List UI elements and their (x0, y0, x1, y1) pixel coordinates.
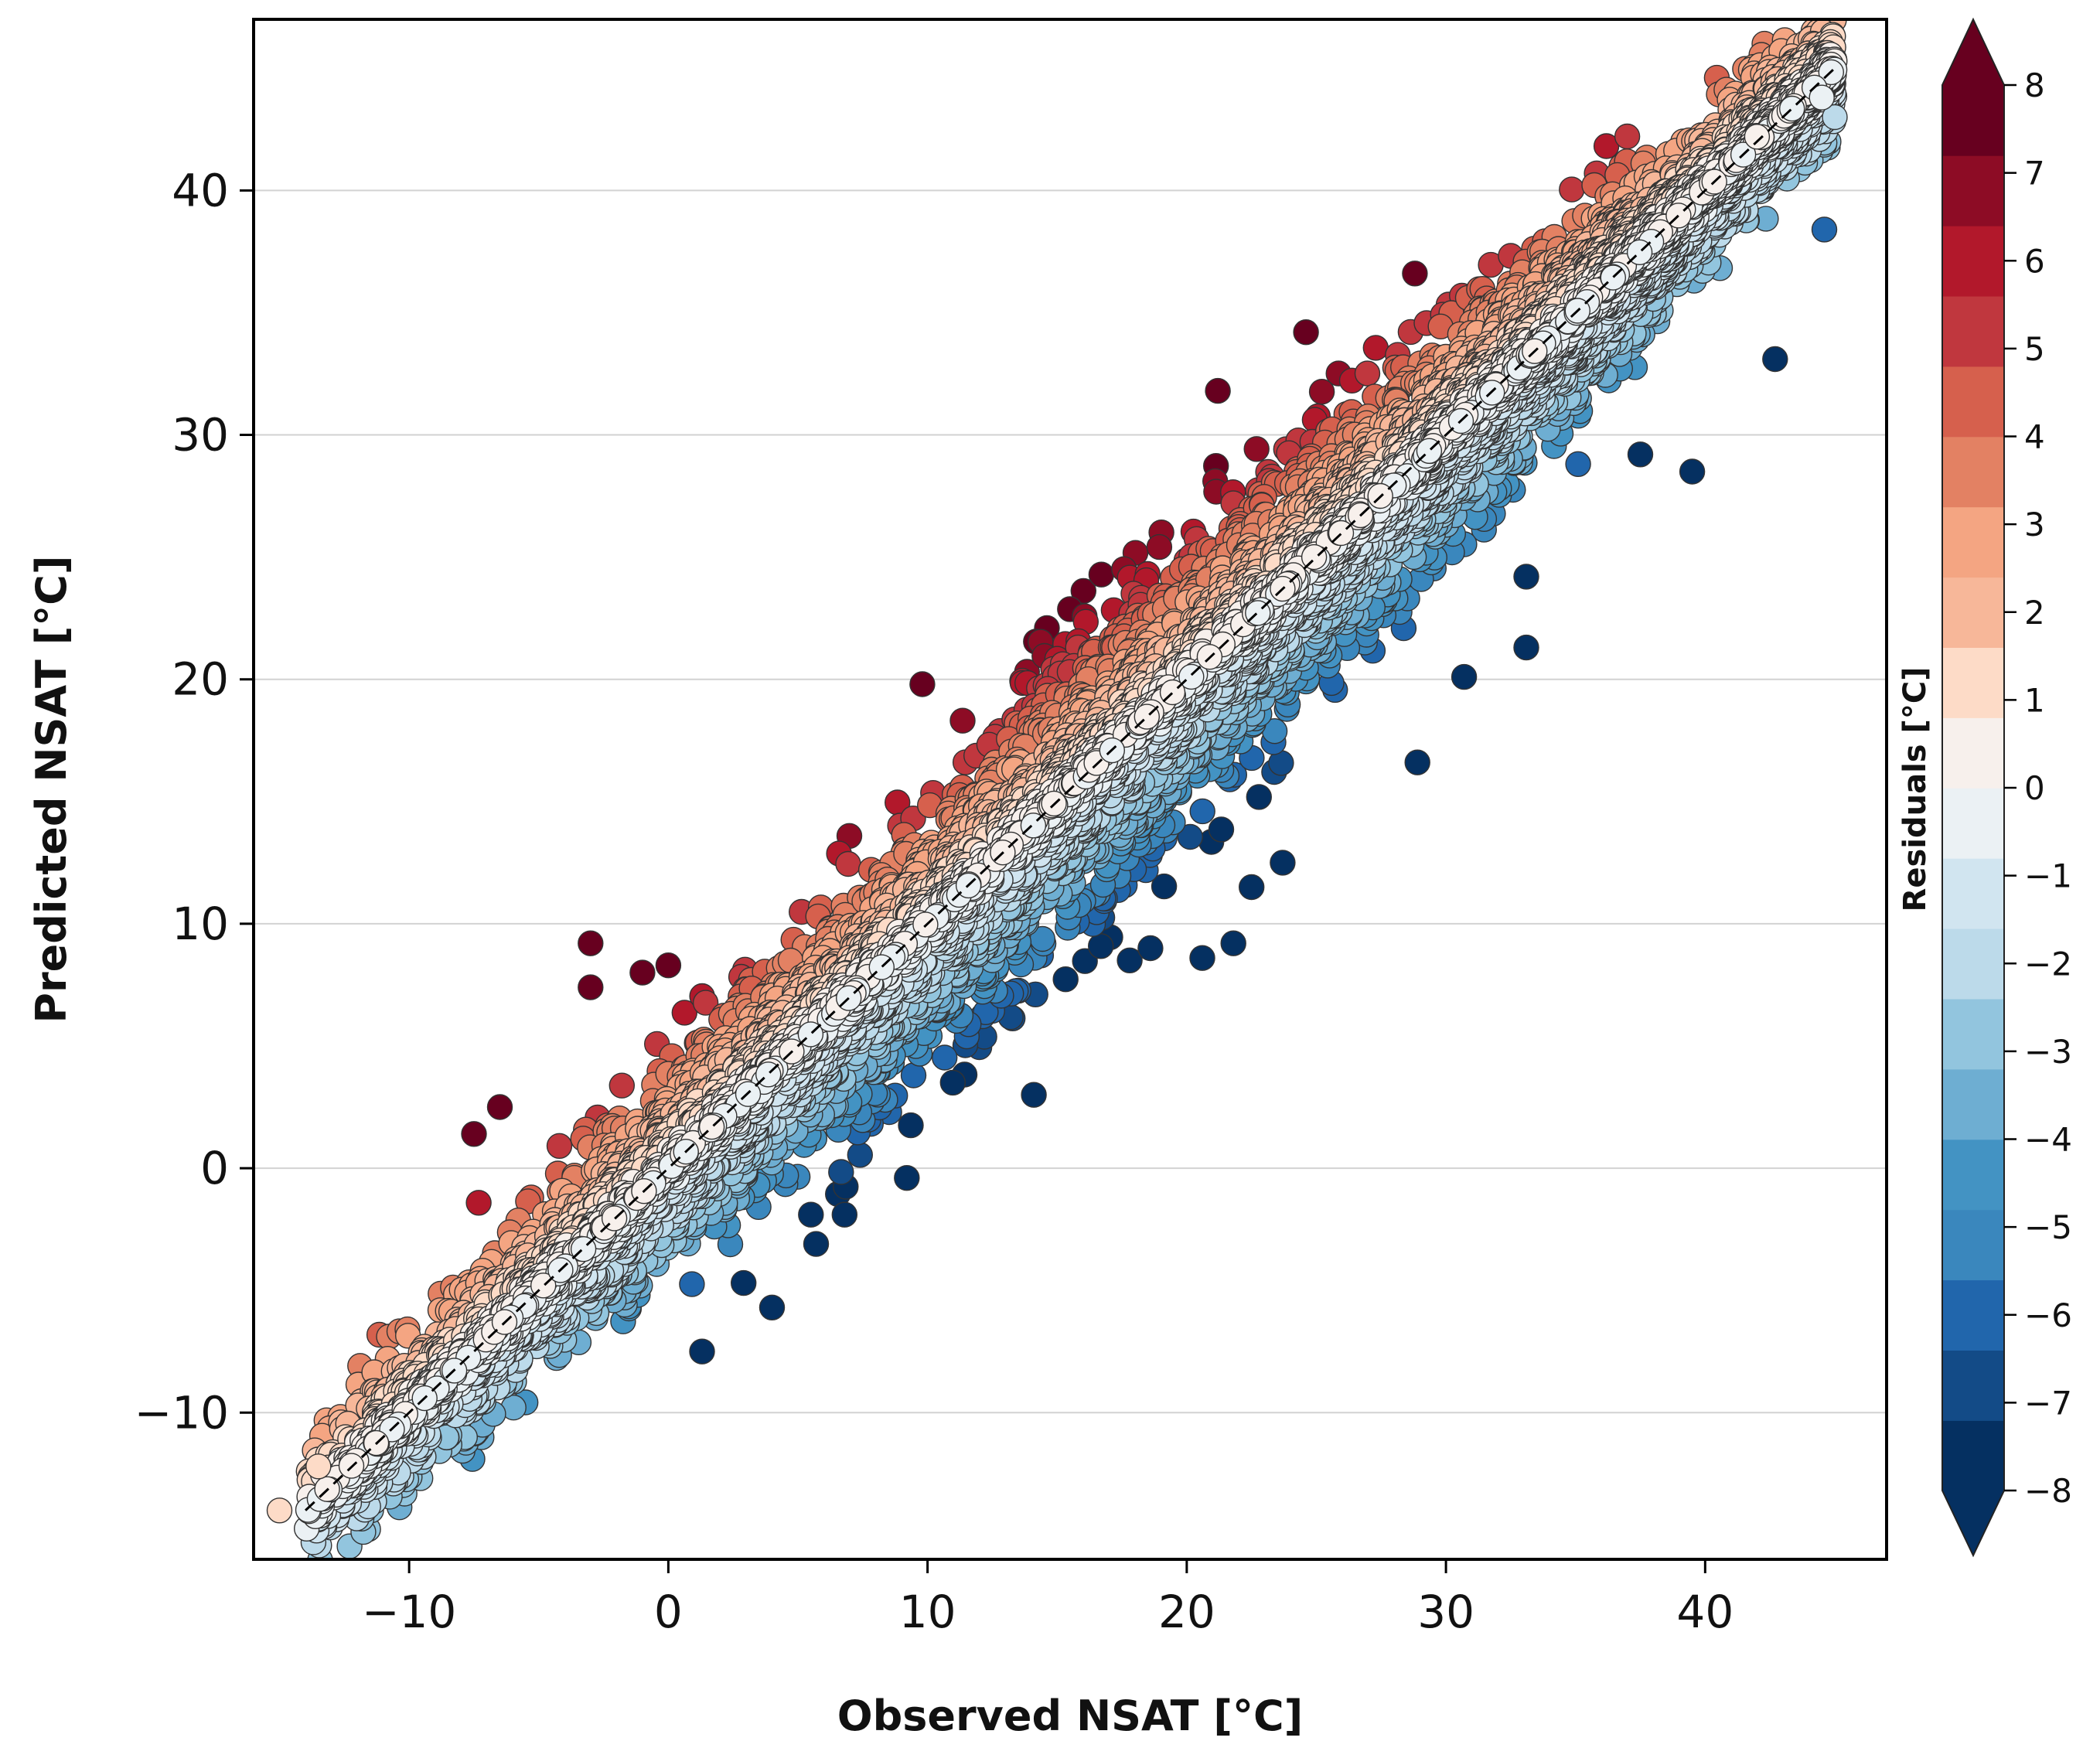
scatter-point (1052, 966, 1079, 993)
scatter-point (671, 1000, 697, 1026)
scatter-point (1614, 123, 1641, 150)
scatter-point (465, 1190, 492, 1216)
scatter-point (609, 1072, 635, 1099)
scatter-point (1088, 561, 1115, 588)
scatter-point (1559, 176, 1585, 203)
scatter-point (1362, 335, 1389, 361)
scatter-point (1189, 798, 1215, 825)
scatter-point (1070, 577, 1097, 605)
scatter-point (847, 1142, 874, 1168)
scatter-point (1146, 533, 1173, 560)
scatter-point (1565, 451, 1591, 477)
scatter-point (949, 707, 976, 734)
scatter-point (1246, 784, 1273, 810)
scatter-point (679, 1271, 705, 1297)
scatter-point (1761, 0, 1785, 17)
scatter-point (1208, 816, 1235, 843)
scatter-point (939, 1069, 966, 1096)
scatter-point (692, 990, 719, 1016)
scatter-points (294, 0, 1848, 1559)
scatter-point (900, 1062, 927, 1089)
scatter-point (1072, 948, 1098, 974)
scatter-point (546, 1133, 573, 1160)
scatter-point (1177, 823, 1204, 850)
scatter-point (731, 1269, 757, 1296)
scatter-point (1151, 873, 1178, 900)
scatter-point (828, 1159, 854, 1185)
scatter-point (931, 1044, 958, 1071)
scatter-point (1087, 933, 1114, 959)
scatter-point (898, 1112, 924, 1139)
scatter-point (1308, 379, 1335, 405)
scatter-point (835, 850, 861, 877)
scatter-point (1354, 360, 1381, 387)
scatter-point (1243, 436, 1270, 462)
